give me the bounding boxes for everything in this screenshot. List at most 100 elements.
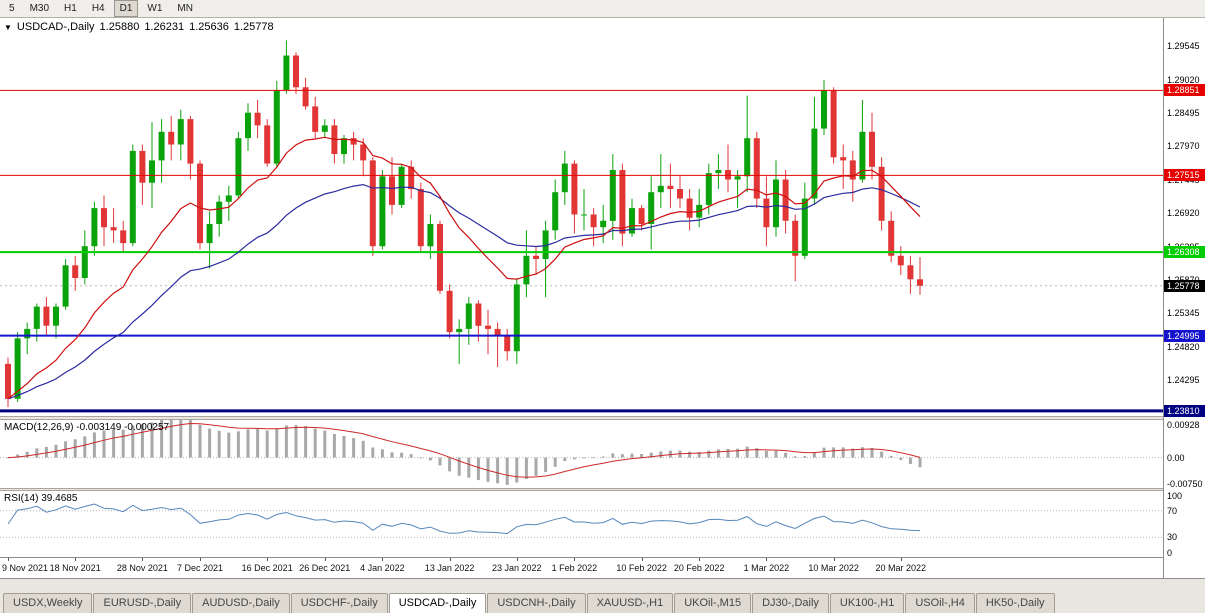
candle-body xyxy=(897,255,904,266)
date-label: 10 Feb 2022 xyxy=(616,563,667,573)
timeframe-button-w1[interactable]: W1 xyxy=(147,3,163,14)
macd-chart[interactable] xyxy=(0,420,1163,488)
candle-body xyxy=(725,170,731,180)
candle-body xyxy=(763,198,770,228)
date-tick xyxy=(324,558,326,561)
date-label: 20 Mar 2022 xyxy=(875,563,927,573)
candle-body xyxy=(379,176,386,247)
candle-body xyxy=(811,128,818,199)
candle-body xyxy=(24,328,31,339)
date-tick xyxy=(8,558,9,561)
timeframe-toolbar: 5 M30 H1 H4 D1 W1 MN xyxy=(0,0,1205,18)
price-axis[interactable]: 1.295451.290201.284951.279701.274451.269… xyxy=(1163,18,1205,578)
candle-body xyxy=(667,185,674,189)
candle-body xyxy=(216,201,223,224)
symbol-tab-usoil[interactable]: USOil-,H4 xyxy=(905,593,975,613)
level-lines[interactable] xyxy=(0,89,1163,413)
date-tick xyxy=(382,558,384,561)
candle-body xyxy=(917,279,923,286)
panel-splitter[interactable] xyxy=(0,416,1163,420)
chart-tab-bar: USDX,Weekly EURUSD-,Daily AUDUSD-,Daily USD… xyxy=(0,578,1205,613)
price-axis-label: 1.24295 xyxy=(1167,375,1200,386)
symbol-tab-usdcnh[interactable]: USDCNH-,Daily xyxy=(487,593,586,613)
symbol-tab-eurusd[interactable]: EURUSD-,Daily xyxy=(93,593,192,613)
candle-body xyxy=(225,195,232,202)
candle-body xyxy=(168,131,175,145)
price-level-badge: 1.26308 xyxy=(1164,246,1205,259)
candle-body xyxy=(408,166,415,190)
symbol-tab-xauusd[interactable]: XAUUSD-,H1 xyxy=(586,593,674,613)
ma-slow-line xyxy=(7,183,921,400)
date-tick xyxy=(900,558,902,561)
candle-body xyxy=(581,214,587,216)
candle-body xyxy=(792,220,799,256)
candle-body xyxy=(629,208,635,234)
candle-body xyxy=(43,306,50,326)
date-tick xyxy=(574,558,576,561)
symbol-tab-dj30[interactable]: DJ30-,Daily xyxy=(752,593,829,613)
candle-body xyxy=(302,87,309,107)
rsi-axis-label: 0 xyxy=(1167,548,1173,558)
candle-body xyxy=(283,55,290,91)
candle-body xyxy=(350,138,357,145)
price-axis-label: 1.25345 xyxy=(1167,308,1200,319)
candle-body xyxy=(446,290,453,333)
price-axis-label: 1.29020 xyxy=(1167,74,1200,85)
candle-body xyxy=(245,112,251,139)
timeframe-button-mn[interactable]: MN xyxy=(177,3,193,14)
symbol-tab-usdx[interactable]: USDX,Weekly xyxy=(3,593,93,613)
symbol-tab-usdchf[interactable]: USDCHF-,Daily xyxy=(290,593,388,613)
candle-body xyxy=(264,125,271,164)
macd-axis-label: -0.00750 xyxy=(1167,479,1203,489)
date-tick xyxy=(516,558,518,561)
ohlc-high: 1.26231 xyxy=(144,21,185,33)
symbol-tab-ukoil[interactable]: UKOil-,M15 xyxy=(674,593,752,613)
candlesticks xyxy=(5,40,923,408)
date-axis[interactable]: 9 Nov 2021 18 Nov 2021 28 Nov 2021 7 Dec 20… xyxy=(0,557,1163,578)
candle-body xyxy=(485,325,491,329)
symbol-tab-hk50[interactable]: HK50-,Daily xyxy=(975,593,1055,613)
candle-body xyxy=(590,214,597,228)
chart-area: ▼ USDCAD-,Daily 1.25880 1.26231 1.25636 … xyxy=(0,18,1205,578)
candle-body xyxy=(197,163,203,244)
candle-body xyxy=(648,192,655,224)
timeframe-button-h4[interactable]: H4 xyxy=(91,3,105,14)
timeframe-button-m30[interactable]: M30 xyxy=(29,3,50,14)
candle-body xyxy=(254,112,261,126)
candle-body xyxy=(101,208,107,228)
date-label: 10 Mar 2022 xyxy=(808,563,859,573)
candle-body xyxy=(638,208,645,224)
chart-shift-marker-icon: ▼ xyxy=(4,23,12,32)
candle-body xyxy=(437,224,443,291)
date-label: 26 Dec 2021 xyxy=(299,563,351,573)
candle-body xyxy=(878,166,885,221)
date-tick xyxy=(766,558,768,561)
symbol-tab-audusd[interactable]: AUDUSD-,Daily xyxy=(192,593,290,613)
main-price-chart[interactable] xyxy=(0,18,1163,416)
candle-body xyxy=(53,306,59,326)
candle-body xyxy=(33,306,40,329)
candle-body xyxy=(744,138,751,177)
date-tick xyxy=(449,558,451,561)
price-level-badge: 1.28851 xyxy=(1164,84,1205,97)
panel-splitter[interactable] xyxy=(0,488,1163,491)
candle-body xyxy=(139,150,146,183)
symbol-tab-usdcad[interactable]: USDCAD-,Daily xyxy=(388,593,487,613)
price-axis-label: 1.26920 xyxy=(1167,208,1200,219)
symbol-tab-uk100[interactable]: UK100-,H1 xyxy=(829,593,905,613)
date-label: 7 Dec 2021 xyxy=(176,563,224,573)
rsi-chart[interactable] xyxy=(0,491,1163,557)
date-tick xyxy=(699,558,701,561)
macd-axis-label: 0.00 xyxy=(1167,452,1185,463)
date-label: 1 Mar 2022 xyxy=(743,563,790,573)
macd-panel[interactable]: MACD(12,26,9) -0.003149 -0.000257 xyxy=(0,420,1163,488)
timeframe-button-d1[interactable]: D1 xyxy=(113,0,139,17)
timeframe-button-5[interactable]: 5 xyxy=(9,3,15,14)
candle-body xyxy=(830,90,837,158)
candle-body xyxy=(734,176,741,180)
main-chart-panel[interactable]: ▼ USDCAD-,Daily 1.25880 1.26231 1.25636 … xyxy=(0,18,1163,416)
rsi-panel[interactable]: RSI(14) 39.4685 xyxy=(0,491,1163,557)
candle-body xyxy=(369,160,376,247)
candle-body xyxy=(389,176,395,205)
timeframe-button-h1[interactable]: H1 xyxy=(64,3,77,14)
